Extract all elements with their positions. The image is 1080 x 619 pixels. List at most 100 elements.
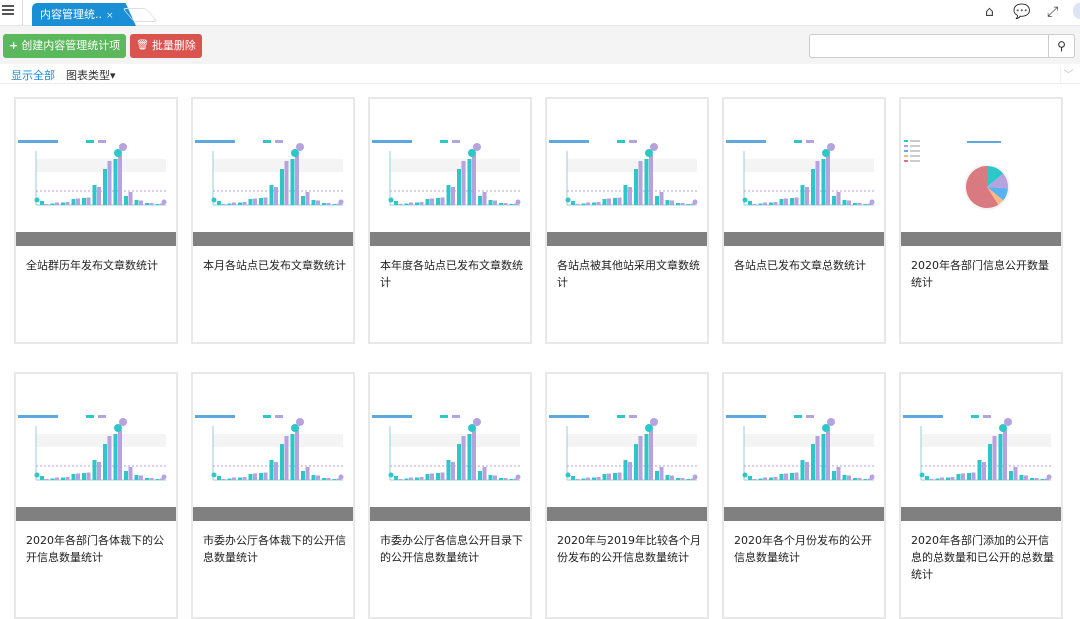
thumb-bar [769, 477, 773, 480]
thumb-bar [998, 434, 1003, 480]
thumb-bar [217, 201, 221, 205]
thumb-bar [269, 185, 274, 205]
chevron-down-icon[interactable]: ﹀ [1060, 66, 1076, 84]
thumb-bar [811, 444, 815, 480]
stat-card[interactable]: 本月各站点已发布文章数统计 [191, 97, 355, 344]
thumb-bar [800, 185, 805, 205]
thumb-bar [649, 155, 653, 205]
stat-card[interactable]: 2020年与2019年比较各个月份发布的公开信息数量统计 [545, 372, 709, 619]
stat-card[interactable]: 全站群历年发布文章数统计 [14, 97, 178, 344]
thumb-bar [628, 187, 632, 205]
tab-label: 内容管理统.. [40, 8, 102, 21]
chart-type-dropdown[interactable]: 图表类型▾ [66, 67, 116, 83]
thumb-bar [259, 198, 263, 205]
thumb-bar [790, 473, 794, 480]
card-title: 各站点被其他站采用文章数统计 [557, 259, 700, 289]
thumb-bar [581, 478, 586, 480]
stat-card[interactable]: 本年度各站点已发布文章数统计 [368, 97, 532, 344]
chart-thumbnail [724, 374, 884, 507]
thumb-bar [55, 477, 59, 480]
thumb-bar [238, 202, 242, 205]
comments-icon[interactable]: 💬 [1013, 4, 1031, 20]
stat-card[interactable]: 市委办公厅各信息公开目录下的公开信息数量统计 [368, 372, 532, 619]
stat-card[interactable]: 各站点被其他站采用文章数统计 [545, 97, 709, 344]
search-input[interactable] [809, 34, 1049, 58]
thumb-bar [217, 476, 221, 480]
thumb-bar [499, 203, 503, 205]
thumb-bar [398, 479, 403, 480]
thumb-bar [65, 477, 70, 480]
thumb-bar [1040, 479, 1045, 480]
thumb-bar [242, 477, 247, 480]
thumb-bar [40, 201, 44, 205]
thumb-bar [221, 479, 226, 480]
card-bar [193, 232, 353, 246]
thumb-bar [634, 444, 638, 480]
thumb-bar [394, 476, 398, 480]
chart-type-label: 图表类型 [66, 69, 110, 82]
thumb-bar [815, 436, 820, 480]
thumb-bar [82, 473, 86, 480]
thumb-bar [868, 203, 872, 205]
thumb-bar [607, 473, 611, 480]
thumb-bar [680, 478, 685, 480]
thumb-bar [430, 198, 434, 205]
card-bar [901, 507, 1061, 521]
home-icon[interactable]: ⌂ [985, 4, 994, 20]
thumb-bar [815, 161, 820, 205]
thumb-bar [794, 197, 799, 205]
filter-bar: 显示全部 图表类型▾ ﹀ [0, 64, 1080, 84]
thumb-bar [805, 462, 809, 480]
chart-thumbnail [193, 374, 353, 507]
thumb-bar [419, 477, 424, 480]
close-icon[interactable]: × [106, 11, 114, 21]
thumb-bar [446, 460, 451, 480]
chart-thumbnail [193, 99, 353, 232]
thumb-bar [1019, 475, 1024, 480]
tab-content-stats[interactable]: 内容管理统.. × [32, 3, 136, 26]
card-title: 全站群历年发布文章数统计 [26, 259, 158, 272]
thumb-slice [987, 187, 1008, 201]
card-title: 各站点已发布文章总数统计 [734, 259, 866, 272]
stat-card[interactable]: 市委办公厅各体裁下的公开信息数量统计 [191, 372, 355, 619]
thumb-bar [446, 185, 451, 205]
thumb-bar [155, 479, 160, 480]
chart-thumbnail [901, 374, 1061, 507]
create-stat-item-button[interactable]: + 创建内容管理统计项 [3, 34, 127, 58]
thumb-bar [575, 479, 580, 480]
thumb-bar [124, 471, 128, 480]
card-bar [547, 507, 707, 521]
stat-card[interactable]: 2020年各部门各体裁下的公开信息数量统计 [14, 372, 178, 619]
toolbar-buttons: + 创建内容管理统计项 🗑 批量删除 [3, 34, 202, 58]
thumb-bar [571, 201, 575, 205]
thumb-bar [680, 203, 685, 205]
thumb-bar [509, 204, 514, 205]
thumb-bar [155, 204, 160, 205]
stat-card[interactable]: 2020年各部门信息公开数量统计 [899, 97, 1063, 344]
menu-icon[interactable] [2, 5, 14, 17]
thumb-bar [248, 199, 253, 205]
thumb-bar [71, 474, 76, 480]
avatar[interactable] [1073, 3, 1080, 19]
thumb-bar [649, 430, 653, 480]
search-button[interactable]: ⚲ [1048, 34, 1075, 58]
thumb-bar [670, 200, 674, 205]
thumb-bar [65, 202, 70, 205]
thumb-bar [638, 436, 643, 480]
thumb-bar [665, 475, 670, 480]
card-title: 市委办公厅各信息公开目录下的公开信息数量统计 [380, 534, 523, 564]
thumb-bar [644, 434, 649, 480]
batch-delete-button[interactable]: 🗑 批量删除 [130, 34, 202, 58]
fullscreen-icon[interactable]: ⤢ [1047, 4, 1059, 20]
stat-card[interactable]: 各站点已发布文章总数统计 [722, 97, 886, 344]
thumb-bar [863, 204, 868, 205]
show-all-link[interactable]: 显示全部 [11, 69, 55, 82]
thumb-bar [676, 203, 680, 205]
stat-card[interactable]: 2020年各部门添加的公开信息的总数量和已公开的总数量统计 [899, 372, 1063, 619]
thumb-bar [842, 475, 847, 480]
thumb-bar [227, 478, 232, 480]
thumb-bar [451, 462, 455, 480]
stat-card[interactable]: 2020年各个月份发布的公开信息数量统计 [722, 372, 886, 619]
card-bar [370, 232, 530, 246]
delete-label: 批量删除 [151, 39, 196, 52]
